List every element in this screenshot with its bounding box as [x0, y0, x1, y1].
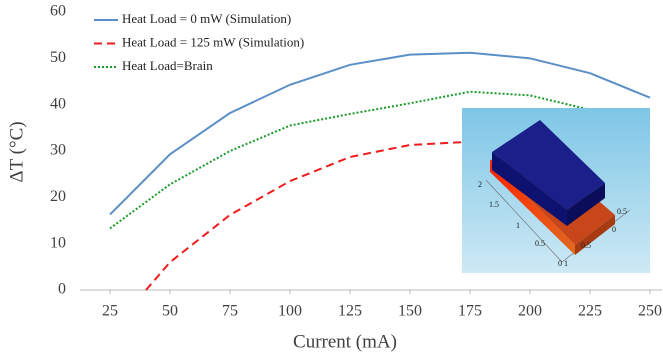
x-tick-label: 75: [222, 303, 238, 320]
legend-label: Heat Load = 125 mW (Simulation): [122, 34, 304, 49]
x-tick-label: 250: [638, 303, 662, 320]
x-tick-label: 25: [102, 303, 118, 320]
x-tick-label: 225: [578, 303, 602, 320]
series-line: [146, 142, 470, 290]
inset-label: 1.5: [489, 200, 499, 209]
x-tick-label: 50: [162, 303, 178, 320]
x-axis-label: Current (mA): [293, 331, 397, 352]
x-tick-label: 175: [458, 303, 482, 320]
x-tick-label: 125: [338, 303, 362, 320]
x-tick-label: 200: [518, 303, 542, 320]
y-tick-label: 30: [50, 142, 66, 159]
inset-label: 0: [558, 259, 562, 268]
legend-label: Heat Load = 0 mW (Simulation): [122, 11, 291, 26]
inset-label: 0: [612, 225, 616, 234]
inset-label: 1: [564, 259, 568, 268]
inset-label: 0.5: [535, 239, 545, 248]
y-tick-label: 0: [58, 281, 66, 298]
x-tick-label: 100: [278, 303, 302, 320]
y-tick-label: 20: [50, 188, 66, 205]
y-tick-label: 50: [50, 49, 66, 66]
inset-label: 0.5: [581, 241, 591, 250]
inset-label: 0.5: [617, 207, 627, 216]
x-tick-label: 150: [398, 303, 422, 320]
chart: Current (mA) ΔT (°C) 0102030405060255075…: [0, 0, 663, 361]
y-axis-label: ΔT (°C): [6, 121, 27, 182]
y-tick-label: 40: [50, 95, 66, 112]
y-tick-label: 60: [50, 3, 66, 20]
inset-label: 1: [516, 221, 520, 230]
legend-label: Heat Load=Brain: [122, 58, 213, 73]
inset-label: 2: [478, 180, 482, 189]
y-tick-label: 10: [50, 234, 66, 251]
